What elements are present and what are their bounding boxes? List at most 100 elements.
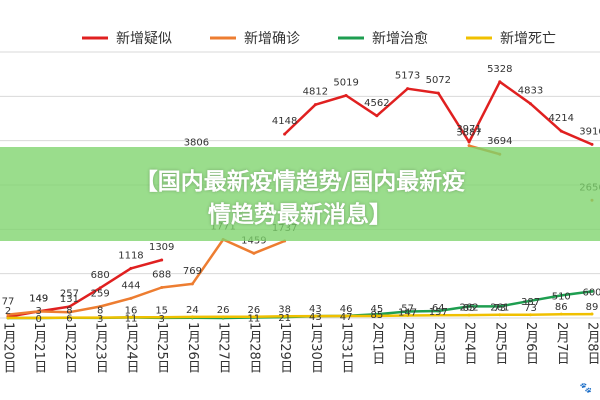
data-label: 1118 <box>118 250 143 261</box>
data-label: 147 <box>398 307 417 318</box>
data-label: 387 <box>521 297 540 308</box>
data-label: 64 <box>432 303 445 314</box>
data-label: 1309 <box>149 242 174 253</box>
data-label: 4214 <box>549 113 574 124</box>
x-tick-label: 2月1日 <box>369 322 385 365</box>
data-point <box>529 102 533 106</box>
data-label: 5173 <box>395 71 420 82</box>
data-point <box>98 286 102 290</box>
data-label: 47 <box>340 312 353 323</box>
watermark-icon: 🐾 <box>579 383 592 394</box>
headline-line-1: 【国内最新疫情趋势/国内最新疫 <box>134 169 466 195</box>
data-label: 26 <box>217 305 230 316</box>
data-label: 43 <box>309 304 322 315</box>
data-label: 2 <box>5 306 11 317</box>
data-point <box>98 316 102 320</box>
data-point <box>252 251 256 255</box>
data-label: 680 <box>91 270 110 281</box>
data-point <box>375 314 379 318</box>
data-label: 57 <box>401 303 414 314</box>
data-label: 257 <box>60 289 79 300</box>
data-point <box>529 299 533 303</box>
data-label: 149 <box>29 293 48 304</box>
data-point <box>67 310 71 314</box>
data-label: 86 <box>555 302 568 313</box>
data-label: 769 <box>183 266 202 277</box>
data-point <box>37 309 41 313</box>
data-point <box>375 114 379 118</box>
data-label: 5019 <box>333 77 358 88</box>
x-tick-label: 2月3日 <box>431 322 447 365</box>
data-point <box>590 142 594 146</box>
data-point <box>313 314 317 318</box>
legend-label-3: 新增死亡 <box>500 31 556 47</box>
data-label: 77 <box>2 297 15 308</box>
data-point <box>467 140 471 144</box>
x-tick-label: 1月29日 <box>277 322 293 373</box>
data-point <box>98 305 102 309</box>
x-tick-label: 1月20日 <box>1 322 17 373</box>
data-label: 4812 <box>303 87 328 98</box>
data-point <box>160 315 164 319</box>
data-label: 38 <box>278 304 291 315</box>
data-point <box>467 304 471 308</box>
x-tick-label: 1月26日 <box>185 322 201 373</box>
data-point <box>498 304 502 308</box>
data-point <box>498 80 502 84</box>
x-tick-label: 1月21日 <box>31 322 47 373</box>
x-tick-label: 1月27日 <box>216 322 232 373</box>
x-tick-label: 1月23日 <box>93 322 109 373</box>
data-point <box>344 93 348 97</box>
data-label: 43 <box>309 312 322 323</box>
x-tick-label: 2月7日 <box>554 322 570 365</box>
data-point <box>467 144 471 148</box>
headline-banner <box>0 147 600 241</box>
data-label: 259 <box>91 289 110 300</box>
data-label: 149 <box>29 293 48 304</box>
data-label: 8 <box>66 306 72 317</box>
data-point <box>406 313 410 317</box>
data-point <box>6 316 10 320</box>
data-point <box>344 314 348 318</box>
data-point <box>283 314 287 318</box>
legend-label-1: 新增确诊 <box>244 31 300 47</box>
data-label: 4833 <box>518 86 543 97</box>
data-label: 45 <box>370 304 383 315</box>
data-point <box>160 258 164 262</box>
headline-line-2: 情趋势最新消息】 <box>208 202 392 228</box>
data-point <box>529 313 533 317</box>
data-label: 73 <box>524 303 537 314</box>
data-point <box>467 313 471 317</box>
data-point <box>283 132 287 136</box>
x-tick-label: 1月28日 <box>246 322 261 373</box>
legend-label-0: 新增疑似 <box>116 31 172 47</box>
headline-text: 【国内最新疫情趋势/国内最新疫 情趋势最新消息】 <box>0 166 600 232</box>
legend-label-2: 新增治愈 <box>372 31 428 47</box>
data-label: 3 <box>158 314 164 325</box>
data-label: 3694 <box>487 136 512 147</box>
x-tick-label: 1月30日 <box>308 322 324 373</box>
data-point <box>37 316 41 320</box>
data-label: 24 <box>186 305 199 316</box>
data-label: 444 <box>121 280 140 291</box>
data-label: 4562 <box>364 98 389 109</box>
data-point <box>559 293 563 297</box>
data-label: 157 <box>429 307 448 318</box>
data-label: 262 <box>460 302 479 313</box>
data-point <box>67 316 71 320</box>
series-line-3 <box>8 312 593 320</box>
data-point <box>190 282 194 286</box>
data-label: 26 <box>248 305 261 316</box>
data-point <box>436 309 440 313</box>
data-label: 89 <box>586 302 599 313</box>
data-label: 16 <box>125 305 138 316</box>
x-tick-label: 2月4日 <box>462 322 478 365</box>
data-point <box>559 129 563 133</box>
data-label: 15 <box>155 305 168 316</box>
data-label: 3916 <box>579 126 600 137</box>
data-label: 5072 <box>426 75 451 86</box>
x-tick-label: 2月2日 <box>400 322 416 365</box>
data-label: 3971 <box>456 124 481 135</box>
